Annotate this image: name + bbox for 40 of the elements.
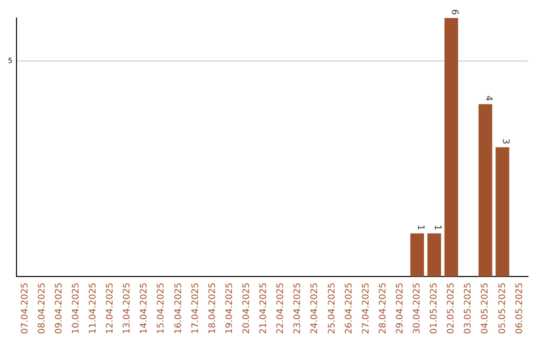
x-tick-label: 23.04.2025	[293, 282, 304, 334]
x-tick-label: 22.04.2025	[276, 282, 286, 334]
x-tick-label: 10.04.2025	[71, 282, 82, 334]
x-tick-label: 17.04.2025	[190, 282, 201, 334]
x-tick-label: 02.05.2025	[446, 282, 457, 334]
x-tick-label: 28.04.2025	[378, 282, 388, 334]
x-tick-label: 09.04.2025	[54, 282, 64, 334]
x-tick-label: 05.05.2025	[498, 282, 508, 334]
bar	[427, 233, 442, 276]
x-tick-label: 19.04.2025	[224, 282, 235, 334]
x-tick-label: 30.04.2025	[412, 282, 423, 334]
x-tick-label: 11.04.2025	[88, 282, 99, 334]
x-tick-label: 15.04.2025	[156, 282, 167, 334]
x-tick-label: 27.04.2025	[361, 282, 372, 334]
x-tick-label: 07.04.2025	[20, 282, 30, 334]
x-tick-label: 21.04.2025	[259, 282, 270, 334]
x-tick-label: 25.04.2025	[327, 282, 338, 334]
bar	[444, 18, 458, 276]
x-tick-label: 06.05.2025	[514, 282, 525, 334]
x-tick-label: 14.04.2025	[140, 282, 150, 334]
bar	[410, 233, 424, 276]
x-tick-label: 18.04.2025	[208, 282, 218, 334]
bar	[496, 147, 510, 276]
bar	[478, 104, 492, 276]
x-tick-label: 08.04.2025	[37, 282, 48, 334]
x-tick-label: 16.04.2025	[174, 282, 184, 334]
data-label: 3	[500, 138, 510, 144]
x-tick-label: 26.04.2025	[344, 282, 354, 334]
x-tick-label: 04.05.2025	[480, 282, 491, 334]
x-tick-label: 13.04.2025	[122, 282, 133, 334]
x-tick-label: 03.05.2025	[464, 282, 474, 334]
x-tick-label: 29.04.2025	[395, 282, 406, 334]
x-tick-label: 24.04.2025	[310, 282, 320, 334]
data-label: 1	[414, 224, 425, 230]
x-tick-label: 01.05.2025	[430, 282, 440, 334]
data-label: 4	[483, 95, 494, 102]
x-tick-label: 12.04.2025	[106, 282, 116, 334]
x-tick-label: 20.04.2025	[242, 282, 252, 334]
data-label: 6	[448, 9, 459, 16]
data-label: 1	[432, 224, 442, 230]
